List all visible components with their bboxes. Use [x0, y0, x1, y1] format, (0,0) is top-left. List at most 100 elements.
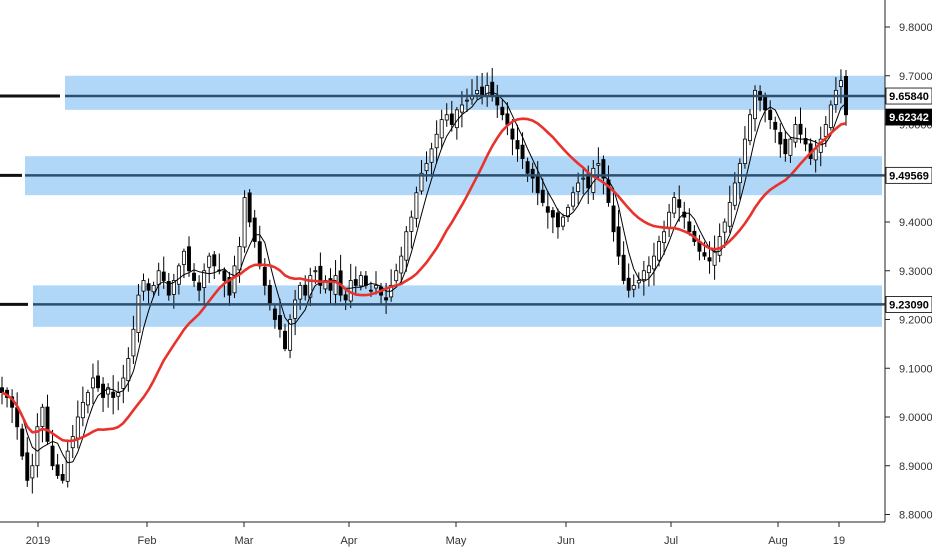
- candle-body: [60, 474, 65, 481]
- candle-body: [611, 205, 616, 233]
- moving-average-line: [1, 91, 847, 464]
- y-tick-label: 9.00000: [899, 412, 932, 424]
- candle-body: [30, 465, 35, 479]
- candle-body: [550, 210, 555, 218]
- candle-body: [449, 113, 454, 125]
- candle-body: [313, 270, 318, 273]
- candle-body: [530, 168, 535, 179]
- price-label-box: [885, 108, 932, 126]
- x-tick-label: 19: [833, 535, 845, 547]
- candle-body: [571, 192, 576, 207]
- candle-body: [742, 138, 747, 165]
- candle-body: [581, 177, 586, 180]
- candle-body: [222, 270, 227, 281]
- candle-body: [121, 377, 126, 389]
- y-tick-label: 9.30000: [899, 266, 932, 278]
- candle-body: [202, 270, 207, 288]
- candle-body: [667, 211, 672, 229]
- y-tick-label: 9.10000: [899, 363, 932, 375]
- y-tick-label: 8.90000: [899, 461, 932, 473]
- candle-body: [368, 289, 373, 292]
- candle-body: [788, 138, 793, 156]
- candle-body: [232, 265, 237, 294]
- candle-body: [636, 280, 641, 284]
- candle-body: [525, 161, 530, 174]
- candle-body: [444, 114, 449, 121]
- price-label-box: [885, 87, 932, 105]
- candle-body: [293, 299, 298, 319]
- candle-body: [662, 231, 667, 244]
- candle-body: [80, 401, 85, 419]
- candle-body: [707, 257, 712, 262]
- candle-body: [106, 387, 111, 395]
- candle-body: [490, 81, 495, 96]
- candles-layer: [0, 67, 848, 494]
- candle-body: [141, 280, 146, 292]
- x-tick-label: Aug: [768, 535, 788, 547]
- x-tick-label: Jun: [557, 535, 575, 547]
- candle-body: [545, 206, 550, 213]
- candle-body: [576, 182, 581, 192]
- candle-body: [131, 328, 136, 357]
- candle-body: [783, 138, 788, 155]
- price-label-box: [885, 296, 932, 313]
- candle-body: [631, 284, 636, 290]
- candle-body: [353, 279, 358, 286]
- candle-body: [601, 159, 606, 179]
- candle-body: [464, 99, 469, 102]
- candle-body: [96, 375, 100, 389]
- candle-body: [166, 281, 171, 296]
- candle-body: [459, 104, 464, 113]
- candle-body: [35, 426, 40, 467]
- candle-body: [227, 277, 232, 296]
- candle-body: [838, 80, 843, 87]
- y-tick-label: 9.80000: [899, 22, 932, 34]
- candle-body: [798, 123, 803, 135]
- candle-body: [207, 255, 212, 268]
- candle-body: [298, 284, 303, 300]
- price-label: 9.23090: [889, 299, 929, 311]
- candle-body: [717, 236, 722, 256]
- y-tick-label: 9.20000: [899, 315, 932, 327]
- candle-body: [641, 270, 646, 281]
- candle-body: [25, 452, 30, 481]
- candle-body: [303, 284, 308, 296]
- candle-body: [252, 217, 257, 242]
- candle-body: [161, 271, 166, 281]
- candle-body: [262, 266, 267, 286]
- candle-body: [136, 294, 141, 334]
- y-tick-label: 9.70000: [899, 71, 932, 83]
- candle-body: [126, 358, 131, 382]
- candle-body: [505, 113, 510, 125]
- levels-layer: [0, 94, 885, 306]
- x-tick-label: Apr: [340, 535, 357, 547]
- x-tick-label: Feb: [138, 535, 157, 547]
- candle-body: [596, 163, 601, 166]
- candle-body: [70, 436, 75, 449]
- candle-body: [272, 308, 277, 320]
- candle-body: [192, 272, 197, 281]
- y-tick-label: 9.40000: [899, 217, 932, 229]
- candle-body: [651, 255, 656, 270]
- candle-body: [515, 140, 520, 150]
- x-tick-label: Mar: [235, 535, 254, 547]
- x-tick-label: May: [446, 535, 467, 547]
- candle-body: [55, 464, 60, 476]
- candle-body: [722, 221, 727, 233]
- candle-body: [40, 406, 45, 427]
- candle-body: [343, 294, 348, 301]
- candle-body: [318, 265, 323, 286]
- candle-body: [768, 109, 773, 121]
- candle-body: [439, 119, 444, 139]
- candle-body: [657, 241, 661, 261]
- candle-body: [748, 114, 752, 142]
- candle-body: [803, 138, 808, 145]
- candle-body: [561, 216, 565, 227]
- candle-body: [712, 250, 717, 266]
- candle-body: [247, 192, 252, 223]
- candle-body: [753, 89, 757, 120]
- candle-body: [500, 106, 505, 116]
- candle-body: [702, 252, 707, 257]
